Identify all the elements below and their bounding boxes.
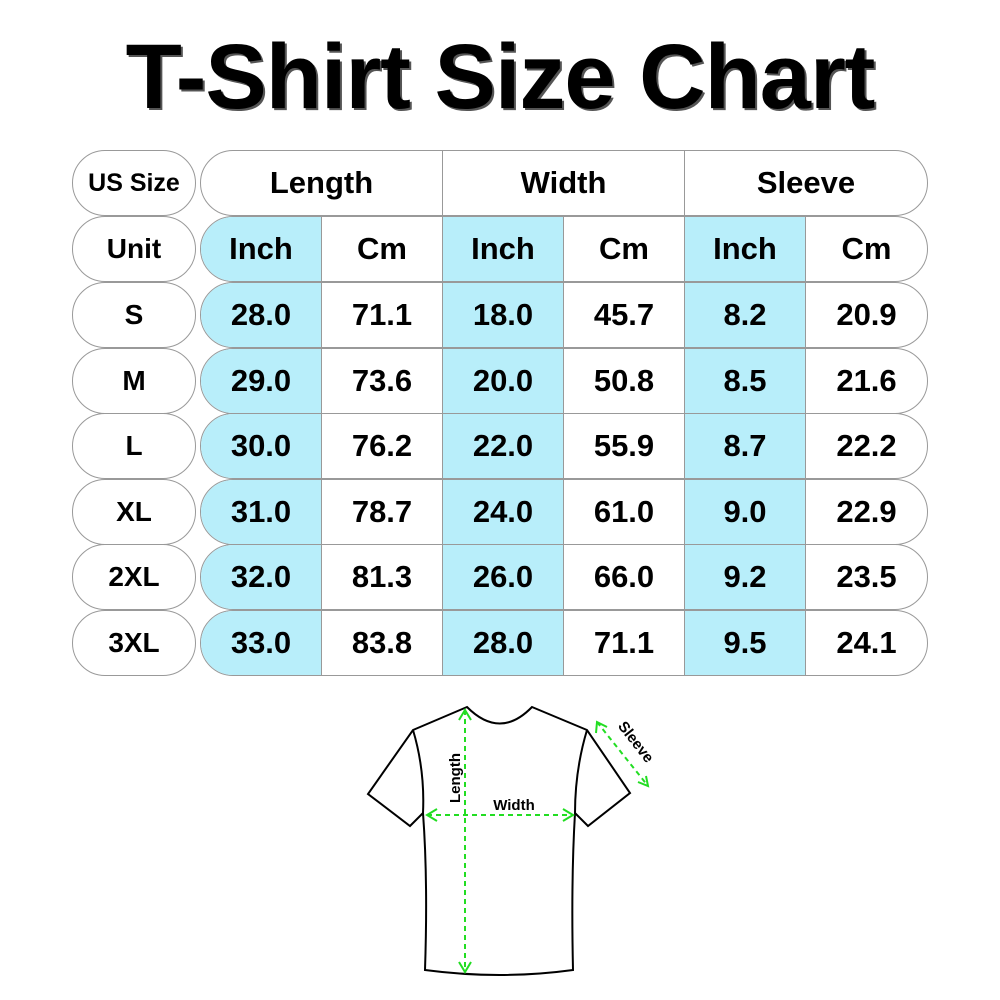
unit-label: Unit: [72, 216, 196, 282]
armhole-seam: [412, 729, 588, 814]
table-cell: 8.5: [685, 348, 806, 413]
table-cell: 33.0: [201, 610, 322, 675]
table-cell: 9.0: [685, 479, 806, 544]
table-row: 31.0 78.7 24.0 61.0 9.0 22.9: [200, 478, 928, 545]
group-length: Length: [201, 151, 443, 215]
size-label: XL: [72, 478, 196, 545]
table-row: 32.0 81.3 26.0 66.0 9.2 23.5: [200, 544, 928, 610]
unit-header: Inch: [201, 217, 322, 281]
sleeve-measure-line: [596, 721, 649, 787]
table-cell: 30.0: [201, 414, 322, 478]
size-label: 3XL: [72, 609, 196, 676]
unit-header: Cm: [841, 231, 892, 266]
page-title: T-Shirt Size Chart: [125, 26, 876, 128]
table-cell: 9.5: [685, 610, 806, 675]
table-cell: 8.2: [685, 283, 806, 347]
unit-header: Cm: [322, 217, 443, 281]
table-cell: 8.7: [685, 414, 806, 478]
length-label: Length: [447, 753, 464, 803]
table-cell: 18.0: [443, 283, 564, 347]
table-cell: 71.1: [564, 610, 685, 675]
table-cell: 55.9: [564, 414, 685, 478]
table-cell: 21.6: [836, 362, 897, 398]
table-cell: 32.0: [201, 545, 322, 609]
table-cell: 29.0: [201, 348, 322, 413]
unit-header: Cm: [564, 217, 685, 281]
table-cell: 76.2: [322, 414, 443, 478]
table-cell: 23.5: [836, 559, 897, 594]
table-cell: 20.0: [443, 348, 564, 413]
arrowheads: [425, 708, 650, 974]
table-cell: 26.0: [443, 545, 564, 609]
table-cell: 22.2: [836, 428, 897, 463]
width-label: Width: [493, 797, 535, 814]
table-cell: 24.0: [443, 479, 564, 544]
table-cell: 61.0: [564, 479, 685, 544]
table-cell: 22.0: [443, 414, 564, 478]
group-width: Width: [443, 151, 685, 215]
table-cell: 78.7: [322, 479, 443, 544]
unit-header: Inch: [443, 217, 564, 281]
unit-header-row: Inch Cm Inch Cm Inch Cm: [200, 216, 928, 282]
table-cell: 71.1: [322, 283, 443, 347]
sleeve-label: Sleeve: [614, 718, 657, 766]
size-label: S: [72, 282, 196, 348]
unit-header: Inch: [685, 217, 806, 281]
size-label: L: [72, 413, 196, 479]
table-cell: 73.6: [322, 348, 443, 413]
table-cell: 9.2: [685, 545, 806, 609]
table-cell: 50.8: [564, 348, 685, 413]
table-cell: 66.0: [564, 545, 685, 609]
table-cell: 20.9: [836, 297, 897, 332]
table-cell: 31.0: [201, 479, 322, 544]
table-cell: 81.3: [322, 545, 443, 609]
table-cell: 22.9: [836, 493, 897, 529]
table-row: 29.0 73.6 20.0 50.8 8.5 21.6: [200, 347, 928, 414]
group-sleeve: Sleeve: [756, 165, 856, 200]
table-cell: 28.0: [201, 283, 322, 347]
group-header-row: Length Width Sleeve: [200, 150, 928, 216]
corner-label: US Size: [72, 150, 196, 216]
table-row: 30.0 76.2 22.0 55.9 8.7 22.2: [200, 413, 928, 479]
size-label: M: [72, 347, 196, 414]
table-cell: 45.7: [564, 283, 685, 347]
tshirt-outline: [366, 705, 632, 976]
table-row: 33.0 83.8 28.0 71.1 9.5 24.1: [200, 609, 928, 676]
table-cell: 28.0: [443, 610, 564, 675]
table-cell: 24.1: [836, 624, 897, 660]
table-cell: 83.8: [322, 610, 443, 675]
